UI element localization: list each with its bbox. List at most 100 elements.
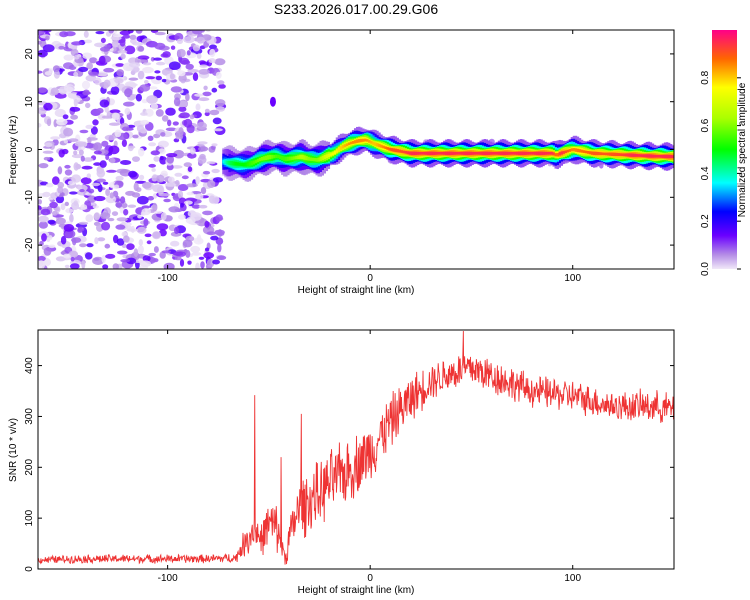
spectrogram-ridge-cell — [661, 154, 665, 158]
spectrogram-noise-blob — [128, 170, 138, 178]
spectrogram-ridge-cell — [623, 153, 626, 157]
spectrogram-noise-blob — [44, 71, 53, 76]
spectrogram-noise-blob — [139, 174, 145, 181]
spectrogram-noise-blob — [122, 235, 130, 243]
spectrogram-noise-blob — [82, 90, 91, 96]
spectrogram-ridge-cell — [574, 148, 578, 152]
spectrogram-ridge-cell — [637, 154, 640, 157]
spectrogram-ridge-cell — [279, 155, 282, 160]
spectrogram-noise-blob — [64, 164, 71, 169]
spectrogram-xlabel: Height of straight line (km) — [298, 285, 415, 296]
spectrogram-ridge-cell — [601, 152, 604, 156]
spectrogram-noise-blob — [112, 33, 122, 38]
spectrogram-ridge-cell — [432, 151, 436, 155]
spectrogram-noise-blob — [38, 205, 42, 211]
spectrogram-noise-blob — [92, 119, 99, 126]
spectrogram-noise-blob — [207, 180, 216, 188]
snr-panel: -100 0 100 0 100 200 300 400 Height of straight… — [8, 329, 675, 596]
spectrogram-ridge-cell — [374, 142, 377, 146]
spectrogram-ridge-cell — [345, 143, 349, 147]
spectrogram-ridge-cell — [590, 151, 594, 155]
spectrogram-noise-blob — [73, 150, 78, 156]
spectrogram-noise-blob — [70, 256, 75, 262]
spectrogram-ytick-label: 20 — [24, 48, 35, 60]
spectrogram-noise-blob — [141, 208, 151, 216]
spectrogram-noise-blob — [192, 72, 199, 81]
spectrogram-ridge-cell — [244, 162, 248, 167]
spectrogram-noise-blob — [135, 93, 142, 102]
spectrogram-noise-blob — [152, 231, 161, 239]
spectrogram-noise-blob — [179, 113, 188, 117]
spectrogram-noise-blob — [57, 186, 64, 194]
spectrogram-ridge-cell — [384, 146, 387, 150]
spectrogram-ridge-cell — [524, 151, 527, 155]
spectrogram-ridge-cell — [526, 151, 529, 155]
spectrogram-noise-blob — [179, 57, 190, 65]
spectrogram-ridge-cell — [317, 157, 320, 162]
colorbar-tick-label: 0.2 — [700, 214, 711, 228]
colorbar-label: Normalized spectral amplitude — [737, 82, 748, 217]
spectrogram-ridge-cell — [487, 151, 491, 155]
spectrogram-noise-blob — [211, 87, 218, 93]
spectrogram-noise-blob — [200, 187, 207, 195]
spectrogram-noise-blob — [180, 202, 184, 208]
spectrogram-ridge-cell — [511, 152, 515, 155]
spectrogram-noise-blob — [73, 162, 79, 171]
spectrogram-ridge-cell — [277, 154, 280, 159]
spectrogram-noise-blob — [126, 257, 137, 265]
spectrogram-noise-blob — [99, 160, 107, 168]
spectrogram-noise-blob — [49, 201, 58, 209]
spectrogram-noise-blob — [95, 30, 105, 35]
spectrogram-noise-blob — [120, 53, 126, 60]
spectrogram-noise-blob — [167, 119, 172, 127]
spectrogram-ridge-cell — [485, 151, 489, 156]
spectrogram-ridge-cell — [260, 157, 264, 161]
spectrogram-noise-blob — [119, 39, 126, 47]
spectrogram-noise-blob — [203, 85, 208, 91]
spectrogram-noise-blob — [104, 134, 116, 141]
snr-xtick-label: -100 — [158, 573, 178, 584]
colorbar-tick-label: 0.6 — [700, 118, 711, 132]
spectrogram-noise-blob — [128, 62, 141, 68]
spectrogram-ridge-cell — [576, 148, 580, 153]
spectrogram-noise-blob — [204, 111, 210, 117]
spectrogram-noise-blob — [196, 53, 202, 59]
spectrogram-noise-blob — [200, 30, 205, 33]
spectrogram-noise-blob — [91, 182, 101, 187]
spectrogram-noise-blob — [120, 259, 131, 263]
spectrogram-ridge-cell — [390, 148, 393, 152]
spectrogram-noise-blob — [198, 204, 208, 209]
spectrogram-noise-blob — [202, 91, 212, 97]
spectrogram-noise-blob — [146, 95, 158, 104]
spectrogram-noise-blob — [63, 253, 71, 259]
spectrogram-noise-blob — [215, 214, 223, 222]
spectrogram-ridge-cell — [388, 147, 391, 151]
spectrogram-noise-blob — [153, 57, 163, 61]
spectrogram-noise-blob — [140, 119, 150, 125]
spectrogram-noise-blob — [116, 217, 128, 222]
spectrogram-noise-blob — [190, 245, 201, 253]
spectrogram-ridge-cell — [303, 155, 306, 160]
spectrogram-noise-blob — [86, 137, 98, 141]
snr-ylabel: SNR (10 * v/v) — [8, 418, 19, 482]
spectrogram-noise-blob — [77, 226, 85, 232]
spectrogram-noise-blob — [96, 107, 104, 114]
spectrogram-noise-blob — [181, 80, 186, 84]
colorbar-tick-label: 0.0 — [700, 262, 711, 276]
spectrogram-noise-blob — [43, 247, 52, 256]
spectrogram-ridge-cell — [372, 141, 375, 145]
snr-ytick-label: 100 — [24, 509, 35, 526]
spectrogram-ridge-cell — [513, 151, 517, 155]
spectrogram-noise-blob — [162, 51, 171, 58]
spectrogram-ridge-cell — [471, 151, 474, 155]
spectrogram-noise-blob — [196, 36, 205, 44]
spectrogram-ridge-cell — [617, 153, 620, 156]
spectrogram-ridge-cell — [597, 151, 600, 156]
spectrogram-ridge-cell — [246, 161, 250, 167]
spectrogram-noise-blob — [63, 84, 75, 92]
spectrogram-noise-blob — [132, 156, 140, 163]
spectrogram-noise-blob — [161, 115, 169, 122]
spectrogram-noise-blob — [116, 250, 128, 255]
spectrogram-noise-blob — [45, 183, 54, 188]
spectrogram-noise-blob — [82, 52, 92, 59]
